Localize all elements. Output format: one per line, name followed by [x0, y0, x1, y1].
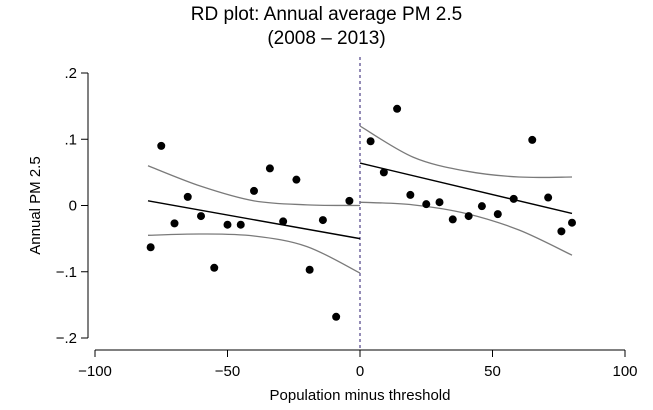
y-tick-label: −.2: [56, 330, 77, 347]
x-tick-label: −50: [215, 363, 240, 380]
fit-line-right: [359, 162, 573, 215]
axes: −100 −50 0 50 100 .2 .1 0 −.1 −.2: [56, 57, 638, 380]
y-tick-label: −.1: [56, 264, 77, 281]
data-point: [279, 217, 288, 226]
data-point: [557, 227, 566, 236]
data-point: [250, 186, 258, 195]
data-point: [393, 104, 402, 113]
data-point: [544, 193, 553, 202]
y-tick-label: 0: [69, 198, 77, 215]
scatter-points: [146, 104, 576, 321]
data-point: [210, 263, 219, 272]
data-point: [464, 212, 473, 221]
x-tick-label: −100: [78, 363, 112, 380]
data-point: [448, 215, 457, 224]
y-axis-label: Annual PM 2.5: [27, 156, 44, 254]
y-tick-label: .2: [64, 65, 77, 82]
x-tick-label: 50: [484, 363, 501, 380]
data-point: [265, 164, 274, 173]
data-point: [170, 219, 179, 228]
ci-left-lower: [147, 233, 361, 274]
data-point: [197, 212, 205, 221]
data-point: [146, 243, 155, 252]
x-tick-label: 100: [612, 363, 637, 380]
data-point: [292, 175, 301, 184]
ci-right-lower: [359, 201, 573, 256]
data-point: [435, 198, 444, 207]
fit-line-left: [147, 200, 361, 240]
data-point: [157, 141, 166, 150]
ci-left-upper: [147, 165, 361, 207]
data-point: [318, 216, 327, 225]
data-point: [332, 312, 341, 321]
data-point: [528, 135, 537, 144]
x-tick-label: 0: [356, 363, 364, 380]
data-point: [236, 220, 245, 229]
data-point: [366, 137, 375, 146]
data-point: [568, 218, 576, 227]
data-point: [305, 265, 314, 274]
data-point: [406, 190, 415, 199]
data-point: [509, 194, 518, 203]
chart-title-line-1: RD plot: Annual average PM 2.5: [190, 4, 463, 25]
data-point: [477, 202, 486, 211]
x-axis-label: Population minus threshold: [270, 387, 451, 404]
data-point: [223, 220, 232, 229]
fit-lines: [147, 162, 573, 240]
data-point: [422, 200, 431, 209]
y-tick-label: .1: [64, 131, 77, 148]
data-point: [345, 196, 354, 205]
ci-right-upper: [359, 125, 573, 179]
data-point: [183, 192, 192, 201]
data-point: [493, 210, 502, 219]
chart-title-line-2: (2008 – 2013): [267, 28, 386, 49]
data-point: [379, 168, 388, 177]
